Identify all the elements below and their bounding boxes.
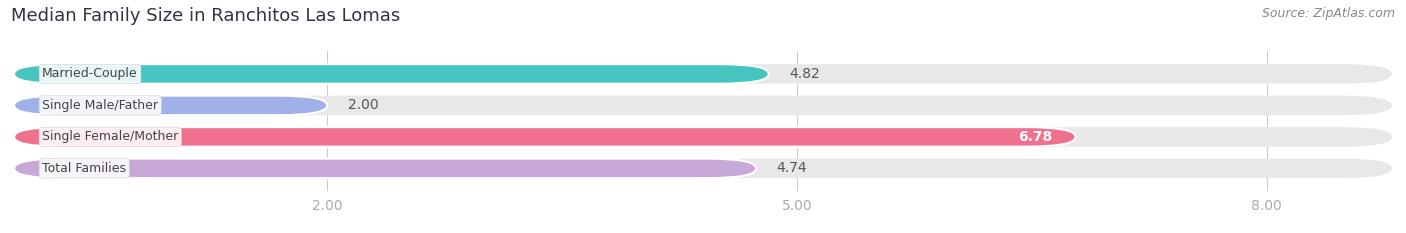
FancyBboxPatch shape — [14, 159, 756, 178]
FancyBboxPatch shape — [14, 96, 1392, 115]
Text: Source: ZipAtlas.com: Source: ZipAtlas.com — [1261, 7, 1395, 20]
Text: 4.82: 4.82 — [789, 67, 820, 81]
Text: 6.78: 6.78 — [1018, 130, 1052, 144]
Text: Married-Couple: Married-Couple — [42, 67, 138, 80]
Text: Median Family Size in Ranchitos Las Lomas: Median Family Size in Ranchitos Las Loma… — [11, 7, 401, 25]
FancyBboxPatch shape — [14, 127, 1392, 147]
FancyBboxPatch shape — [14, 159, 1392, 178]
FancyBboxPatch shape — [14, 96, 328, 115]
Text: 2.00: 2.00 — [347, 98, 378, 112]
FancyBboxPatch shape — [14, 64, 1392, 84]
FancyBboxPatch shape — [14, 127, 1076, 147]
Text: Total Families: Total Families — [42, 162, 127, 175]
Text: Single Female/Mother: Single Female/Mother — [42, 130, 179, 143]
FancyBboxPatch shape — [14, 64, 769, 84]
Text: Single Male/Father: Single Male/Father — [42, 99, 159, 112]
Text: 4.74: 4.74 — [776, 161, 807, 175]
